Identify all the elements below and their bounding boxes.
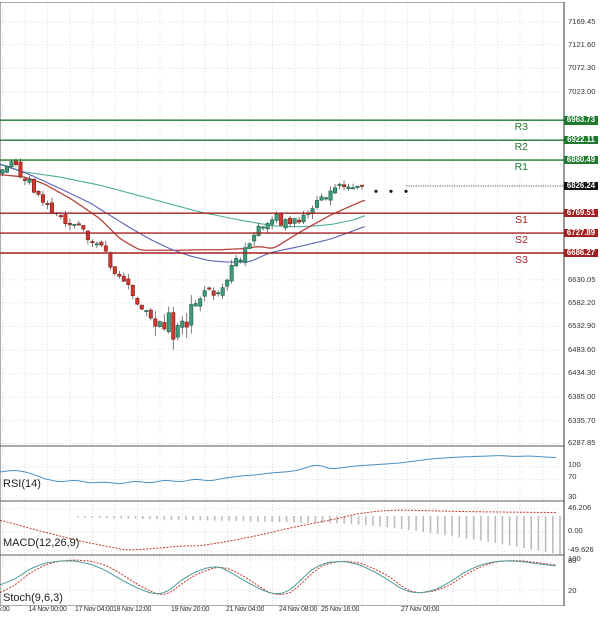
svg-text:S2: S2 <box>515 234 528 246</box>
svg-text:S3: S3 <box>515 254 528 266</box>
svg-text:S1: S1 <box>515 214 528 226</box>
svg-text:R2: R2 <box>515 141 529 153</box>
svg-text:R1: R1 <box>515 161 529 173</box>
svg-text:R3: R3 <box>515 121 529 133</box>
